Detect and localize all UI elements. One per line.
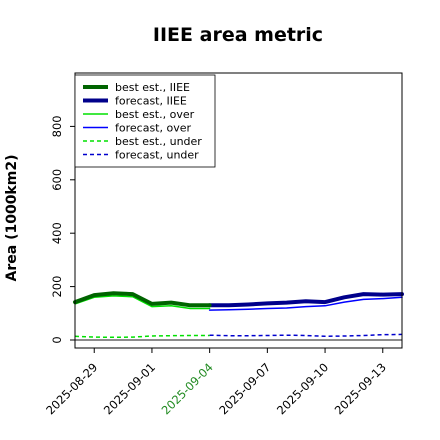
y-tick-label: 400 bbox=[50, 222, 64, 244]
legend-label: forecast, IIEE bbox=[115, 95, 187, 108]
series-line-5 bbox=[209, 333, 403, 338]
x-tick-label: 2025-09-07 bbox=[216, 360, 273, 417]
legend-label: best est., under bbox=[115, 135, 202, 148]
y-tick-label: 0 bbox=[50, 336, 64, 343]
legend-label: forecast, under bbox=[115, 149, 199, 162]
series-line-2 bbox=[74, 295, 211, 310]
series-line-3 bbox=[208, 296, 403, 311]
series-line-0 bbox=[73, 291, 212, 308]
series-line-1 bbox=[207, 292, 404, 308]
x-tick-label: 2025-08-29 bbox=[43, 360, 100, 417]
legend-box bbox=[74, 74, 216, 168]
legend-label: forecast, over bbox=[115, 122, 191, 135]
x-tick-label: 2025-09-13 bbox=[332, 360, 389, 417]
legend-label: best est., IIEE bbox=[115, 81, 190, 94]
y-tick-label: 800 bbox=[50, 115, 64, 137]
x-tick-label: 2025-09-10 bbox=[274, 360, 331, 417]
series-layer bbox=[73, 291, 404, 339]
x-tick-label: 2025-09-04 bbox=[159, 360, 216, 417]
y-tick-label: 600 bbox=[50, 169, 64, 191]
legend-label: best est., over bbox=[115, 108, 195, 121]
x-tick-label: 2025-09-01 bbox=[101, 360, 158, 417]
chart-title: IIEE area metric bbox=[152, 24, 324, 46]
series-line-4 bbox=[74, 334, 210, 339]
y-axis-label: Area (1000km2) bbox=[4, 155, 20, 282]
y-tick-label: 200 bbox=[50, 276, 64, 298]
plot-frame bbox=[74, 72, 403, 349]
